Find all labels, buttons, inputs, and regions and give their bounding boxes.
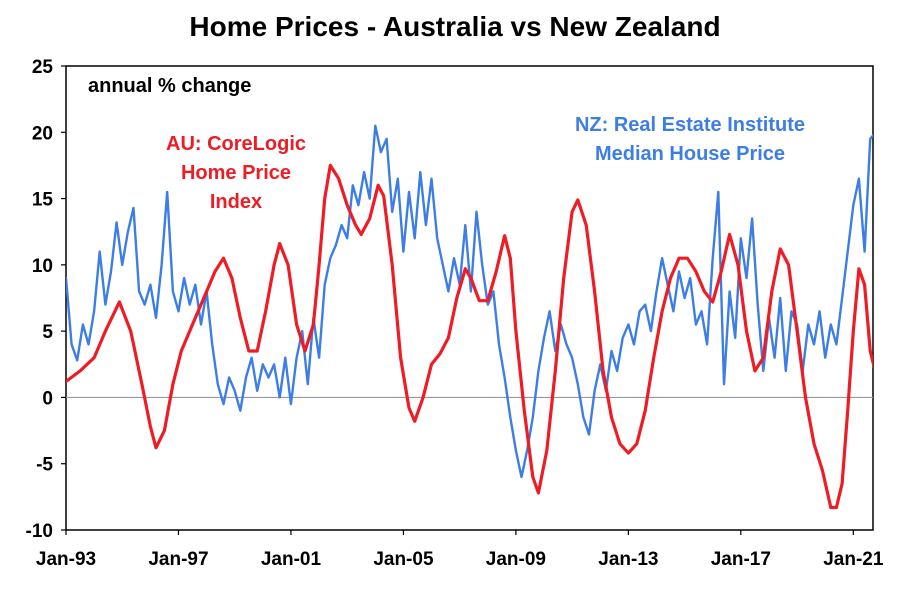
y-tick-label: 5 <box>42 322 53 343</box>
x-tick-label: Jan-93 <box>36 549 96 570</box>
x-tick-label: Jan-05 <box>373 549 434 570</box>
au-series-label: AU: CoreLogic Home Price Index <box>166 133 306 213</box>
series-group <box>66 124 873 510</box>
au-label-line: Index <box>210 191 262 213</box>
au-label-line: Home Price <box>181 162 291 184</box>
y-tick-label: 15 <box>32 190 54 211</box>
y-tick-label: -10 <box>26 521 53 542</box>
nz-label-line: NZ: Real Estate Institute <box>575 114 805 136</box>
x-tick-label: Jan-17 <box>711 549 771 570</box>
y-tick-label: 20 <box>32 123 53 144</box>
x-tick-label: Jan-01 <box>261 549 322 570</box>
x-tick-label: Jan-13 <box>598 549 658 570</box>
x-tick-label: Jan-09 <box>486 549 546 570</box>
y-tick-label: 10 <box>32 256 53 277</box>
y-tick-label: 25 <box>32 57 54 78</box>
nz-label-line: Median House Price <box>595 143 785 165</box>
y-axis: -10 -5 0 5 10 15 20 25 <box>26 57 66 542</box>
x-axis: Jan-93 Jan-97 Jan-01 Jan-05 Jan-09 Jan-13 Jan-… <box>36 530 884 570</box>
y-tick-label: 0 <box>42 388 53 409</box>
nz-series-line <box>66 124 873 479</box>
nz-series-label: NZ: Real Estate Institute Median House Pr… <box>575 114 805 165</box>
chart-title: Home Prices - Australia vs New Zealand <box>189 11 720 42</box>
x-tick-label: Jan-97 <box>148 549 208 570</box>
y-axis-label: annual % change <box>88 75 251 97</box>
x-tick-label: Jan-21 <box>823 549 884 570</box>
y-tick-label: -5 <box>36 455 53 476</box>
au-label-line: AU: CoreLogic <box>166 133 306 155</box>
au-series-line <box>66 163 873 510</box>
